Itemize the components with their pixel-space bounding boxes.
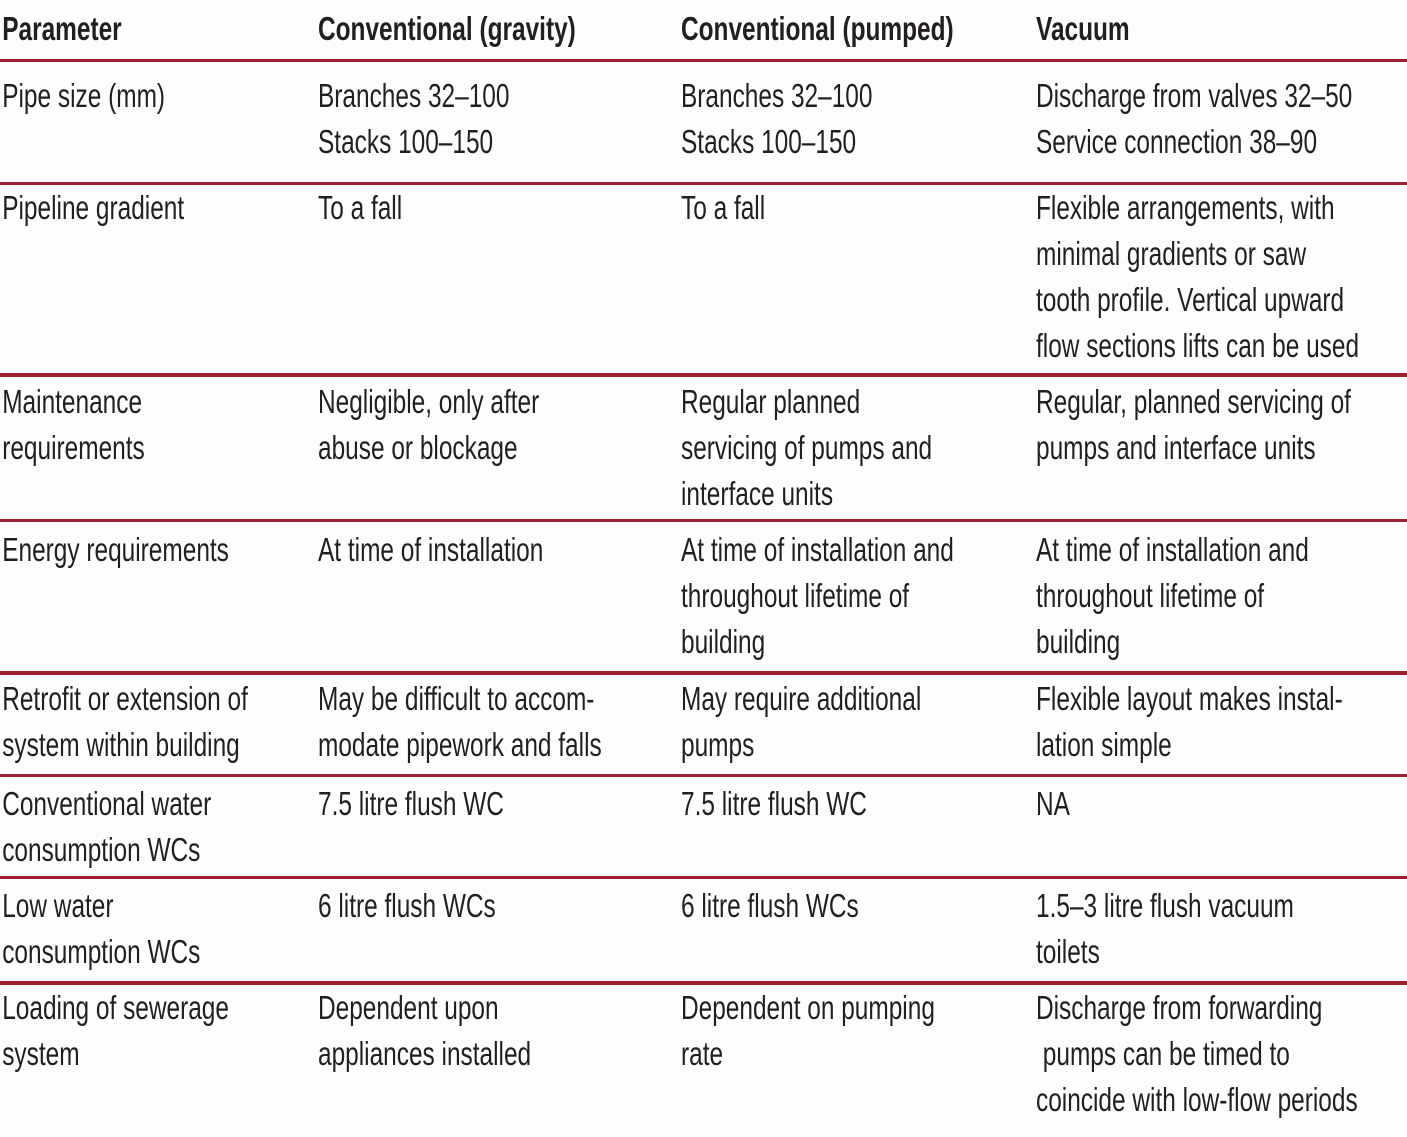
cell-gravity: 6 litre flush WCs (318, 887, 496, 924)
cell-gravity: Negligible, only after abuse or blockage (318, 383, 540, 466)
row-parameter: Pipe size (mm) (2, 77, 166, 114)
row-parameter: Loading of sewerage system (2, 989, 229, 1072)
cell-gravity: At time of installation (318, 531, 544, 568)
cell-pumped: Regular planned servicing of pumps and i… (681, 383, 933, 512)
table-row-pipe-size: Pipe size (mm) Branches 32–100 Stacks 10… (0, 62, 1407, 185)
cell-pumped: May require additional pumps (681, 680, 922, 763)
table-row-low-water-wcs: Low water consumption WCs 6 litre flush … (0, 879, 1407, 985)
cell-pumped: At time of installation and throughout l… (681, 531, 954, 660)
cell-vacuum: Discharge from forwarding pumps can be t… (1036, 989, 1358, 1118)
cell-pumped: To a fall (681, 189, 766, 226)
cell-pumped: 7.5 litre flush WC (681, 785, 867, 822)
row-parameter: Low water consumption WCs (2, 887, 201, 970)
table-row-retrofit: Retrofit or extension of system within b… (0, 675, 1407, 777)
cell-gravity: May be difficult to accom- modate pipewo… (318, 680, 602, 763)
cell-vacuum: At time of installation and throughout l… (1036, 531, 1309, 660)
table-row-energy: Energy requirements At time of installat… (0, 522, 1407, 675)
cell-vacuum: Flexible layout makes instal- lation sim… (1036, 680, 1343, 763)
cell-gravity: To a fall (318, 189, 403, 226)
cell-vacuum: Regular, planned servicing of pumps and … (1036, 383, 1351, 466)
table-header-row: Parameter Conventional (gravity) Convent… (0, 0, 1407, 62)
cell-pumped: 6 litre flush WCs (681, 887, 859, 924)
cell-gravity: Dependent upon appliances installed (318, 989, 532, 1072)
table-row-pipeline-gradient: Pipeline gradient To a fall To a fall Fl… (0, 185, 1407, 377)
row-parameter: Conventional water consumption WCs (2, 785, 212, 868)
column-header-parameter: Parameter (2, 10, 122, 47)
cell-vacuum: Flexible arrangements, with minimal grad… (1036, 189, 1360, 364)
cell-vacuum: NA (1036, 785, 1070, 822)
cell-vacuum: 1.5–3 litre flush vacuum toilets (1036, 887, 1294, 970)
column-header-conventional-gravity: Conventional (gravity) (318, 10, 576, 47)
column-header-conventional-pumped: Conventional (pumped) (681, 10, 954, 47)
cell-gravity: 7.5 litre flush WC (318, 785, 504, 822)
cell-pumped: Dependent on pumping rate (681, 989, 935, 1072)
row-parameter: Retrofit or extension of system within b… (2, 680, 248, 763)
cell-vacuum: Discharge from valves 32–50 Service conn… (1036, 77, 1353, 160)
row-parameter: Pipeline gradient (2, 189, 185, 226)
table-row-conventional-wcs: Conventional water consumption WCs 7.5 l… (0, 777, 1407, 879)
cell-pumped: Branches 32–100 Stacks 100–150 (681, 77, 873, 160)
cell-gravity: Branches 32–100 Stacks 100–150 (318, 77, 510, 160)
column-header-vacuum: Vacuum (1036, 10, 1130, 47)
table-row-sewerage-loading: Loading of sewerage system Dependent upo… (0, 985, 1407, 1137)
row-parameter: Energy requirements (2, 531, 229, 568)
row-parameter: Maintenance requirements (2, 383, 145, 466)
table-row-maintenance: Maintenance requirements Negligible, onl… (0, 377, 1407, 522)
